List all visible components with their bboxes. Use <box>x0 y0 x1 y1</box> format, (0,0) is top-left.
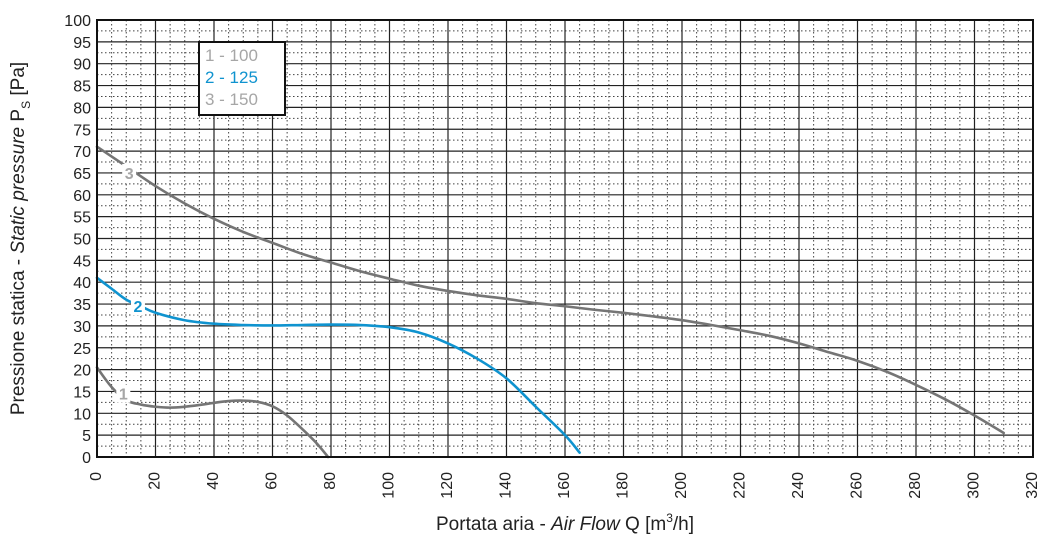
y-tick-label: 20 <box>73 363 91 380</box>
y-tick-label: 95 <box>73 35 91 52</box>
curve-labels: 1 2 3 <box>116 163 145 404</box>
y-tick-label: 40 <box>73 275 91 292</box>
y-tick-label: 80 <box>73 100 91 117</box>
x-tick-label: 140 <box>498 472 515 499</box>
legend-entry: 1 - 100 <box>205 46 258 65</box>
curve-3 <box>95 145 1006 435</box>
y-tick-label: 100 <box>64 13 91 30</box>
legend-box <box>198 41 286 116</box>
y-tick-label: 60 <box>73 188 91 205</box>
x-tick-label: 160 <box>556 472 573 499</box>
curve-label-1: 1 <box>119 387 128 404</box>
y-tick-label: 70 <box>73 144 91 161</box>
x-tick-label: 0 <box>88 472 105 481</box>
x-tick-label: 200 <box>673 472 690 499</box>
y-tick-label: 35 <box>73 297 91 314</box>
x-tick-label: 240 <box>790 472 807 499</box>
x-tick-label: 320 <box>1024 472 1041 499</box>
y-tick-label: 90 <box>73 57 91 74</box>
legend-entry: 3 - 150 <box>205 90 258 109</box>
grid <box>96 19 1034 458</box>
x-tick-label: 300 <box>966 472 983 499</box>
y-tick-label: 55 <box>73 210 91 227</box>
x-tick-label: 280 <box>907 472 924 499</box>
x-tick-label: 40 <box>205 472 222 490</box>
curve-1 <box>95 366 330 459</box>
y-tick-label: 15 <box>73 384 91 401</box>
y-tick-label: 45 <box>73 253 91 270</box>
y-tick-label: 65 <box>73 166 91 183</box>
x-tick-label: 60 <box>264 472 281 490</box>
x-tick-label: 20 <box>147 472 164 490</box>
y-tick-label: 50 <box>73 232 91 249</box>
tick-labels: 0510152025303540455055606570758085909510… <box>64 13 1041 499</box>
curve-label-bg <box>122 163 137 182</box>
x-tick-label: 120 <box>439 472 456 499</box>
y-tick-label: 85 <box>73 79 91 96</box>
y-axis-title: Pressione statica - Static pressure PS [… <box>8 62 33 415</box>
y-tick-label: 5 <box>82 428 91 445</box>
x-tick-label: 80 <box>322 472 339 490</box>
x-tick-label: 260 <box>849 472 866 499</box>
x-tick-label: 100 <box>381 472 398 499</box>
legend-entry: 2 - 125 <box>205 68 258 87</box>
curve-label-2: 2 <box>133 299 142 316</box>
x-axis-title: Portata aria - Air Flow Q [m3/h] <box>436 511 694 535</box>
curve-label-bg <box>130 297 145 316</box>
curve-label-bg <box>116 384 131 403</box>
y-tick-label: 25 <box>73 341 91 358</box>
plot-frame <box>96 19 1034 458</box>
y-tick-label: 75 <box>73 122 91 139</box>
y-tick-label: 30 <box>73 319 91 336</box>
y-tick-label: 10 <box>73 406 91 423</box>
x-tick-label: 180 <box>615 472 632 499</box>
x-tick-label: 220 <box>732 472 749 499</box>
legend: 1 - 100 2 - 125 3 - 150 <box>198 41 286 116</box>
curve-label-3: 3 <box>125 166 134 183</box>
y-tick-label: 0 <box>82 450 91 467</box>
